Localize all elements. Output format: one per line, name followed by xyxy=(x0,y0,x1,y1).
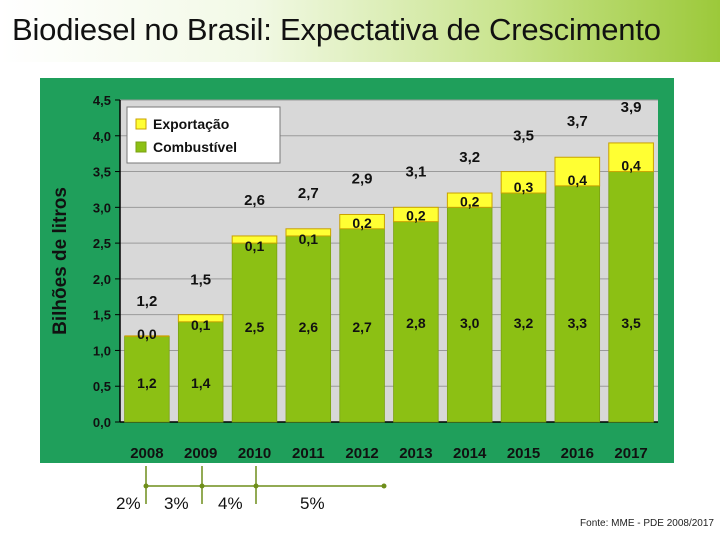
label-exportacao-2014: 0,2 xyxy=(460,193,480,209)
bar-exportacao-2016 xyxy=(554,156,601,187)
label-combustivel-2008: 1,2 xyxy=(137,375,157,391)
label-combustivel-2011: 2,6 xyxy=(299,319,319,335)
bar-exportacao-2014 xyxy=(446,192,493,208)
x-tick-label-2014: 2014 xyxy=(453,445,487,462)
y-tick-label: 0,0 xyxy=(93,415,111,430)
bar-combustivel-2016 xyxy=(554,185,601,423)
bar-exportacao-2010 xyxy=(231,235,278,244)
bar-combustivel-2008 xyxy=(124,335,170,423)
legend-swatch-combustivel xyxy=(135,141,147,153)
label-total-2012: 2,9 xyxy=(352,170,373,187)
label-combustivel-2013: 2,8 xyxy=(406,315,426,331)
legend-swatch-exportacao xyxy=(135,118,147,130)
mandate-4pct: 4% xyxy=(218,494,243,513)
bar-exportacao-2011 xyxy=(285,228,332,237)
x-tick-label-2015: 2015 xyxy=(507,445,540,462)
page-title: Biodiesel no Brasil: Expectativa de Cres… xyxy=(12,12,661,47)
x-tick-label-2013: 2013 xyxy=(399,445,432,462)
label-combustivel-2010: 2,5 xyxy=(245,319,265,335)
label-total-2009: 1,5 xyxy=(190,272,211,289)
bar-exportacao-2017 xyxy=(608,142,654,173)
title-band xyxy=(0,0,720,62)
bar-combustivel-2015 xyxy=(500,192,547,423)
label-exportacao-2010: 0,1 xyxy=(245,238,265,254)
x-tick-label-2010: 2010 xyxy=(238,445,271,462)
timeline-marker xyxy=(381,483,387,489)
label-combustivel-2009: 1,4 xyxy=(191,375,211,391)
x-tick-label-2012: 2012 xyxy=(345,445,378,462)
y-axis-label: Bilhões de litros xyxy=(50,187,71,335)
label-exportacao-2017: 0,4 xyxy=(621,158,641,174)
x-tick-label-2017: 2017 xyxy=(614,445,647,462)
bar-exportacao-2009 xyxy=(177,314,224,323)
label-exportacao-2016: 0,4 xyxy=(568,172,588,188)
label-exportacao-2011: 0,1 xyxy=(299,231,319,247)
y-tick-label: 1,5 xyxy=(93,308,111,323)
y-tick-label: 4,5 xyxy=(93,93,111,108)
label-total-2016: 3,7 xyxy=(567,113,588,130)
bar-combustivel-2012 xyxy=(339,228,385,423)
label-combustivel-2014: 3,0 xyxy=(460,315,480,331)
y-tick-label: 0,5 xyxy=(93,379,111,394)
y-tick-label: 3,0 xyxy=(93,200,111,215)
bar-exportacao-2013 xyxy=(393,206,439,223)
y-tick-label: 2,5 xyxy=(93,236,111,251)
label-total-2014: 3,2 xyxy=(459,149,480,166)
x-tick-label-2009: 2009 xyxy=(184,445,217,462)
label-exportacao-2009: 0,1 xyxy=(191,317,211,333)
bar-combustivel-2014 xyxy=(446,206,493,423)
mandate-5pct: 5% xyxy=(300,494,325,513)
mandate-3pct: 3% xyxy=(164,494,189,513)
bar-combustivel-2010 xyxy=(231,242,278,423)
label-total-2013: 3,1 xyxy=(405,163,426,180)
x-tick-label-2008: 2008 xyxy=(130,445,163,462)
y-tick-label: 1,0 xyxy=(93,343,111,358)
label-total-2008: 1,2 xyxy=(136,293,157,310)
label-combustivel-2017: 3,5 xyxy=(621,315,641,331)
label-combustivel-2012: 2,7 xyxy=(352,319,372,335)
source-note: Fonte: MME - PDE 2008/2017 xyxy=(580,518,714,529)
legend-box xyxy=(126,106,281,164)
x-tick-label-2016: 2016 xyxy=(561,445,594,462)
y-tick-label: 4,0 xyxy=(93,129,111,144)
label-combustivel-2016: 3,3 xyxy=(568,315,588,331)
legend-label-exportacao: Exportação xyxy=(153,116,229,132)
bar-exportacao-2012 xyxy=(339,213,385,230)
label-combustivel-2015: 3,2 xyxy=(514,315,534,331)
label-exportacao-2013: 0,2 xyxy=(406,208,426,224)
bar-combustivel-2017 xyxy=(608,171,654,423)
label-exportacao-2012: 0,2 xyxy=(352,215,372,231)
bar-exportacao-2015 xyxy=(500,171,547,194)
label-total-2017: 3,9 xyxy=(621,99,642,116)
bar-combustivel-2009 xyxy=(177,321,224,423)
label-exportacao-2008: 0,0 xyxy=(137,326,157,342)
label-total-2011: 2,7 xyxy=(298,185,319,202)
mandate-timeline xyxy=(143,466,387,504)
x-tick-label-2011: 2011 xyxy=(292,445,325,462)
legend-label-combustivel: Combustível xyxy=(153,139,237,155)
chart: 0,0 0,5 1,0 1,5 2,0 2,5 3,0 3,5 4,0 4,5 Bilhões de… xyxy=(40,78,674,463)
label-total-2010: 2,6 xyxy=(244,192,265,209)
y-tick-label: 2,0 xyxy=(93,272,111,287)
mandate-2pct: 2% xyxy=(116,494,141,513)
y-tick-label: 3,5 xyxy=(93,165,111,180)
label-total-2015: 3,5 xyxy=(513,128,534,145)
label-exportacao-2015: 0,3 xyxy=(514,179,534,195)
